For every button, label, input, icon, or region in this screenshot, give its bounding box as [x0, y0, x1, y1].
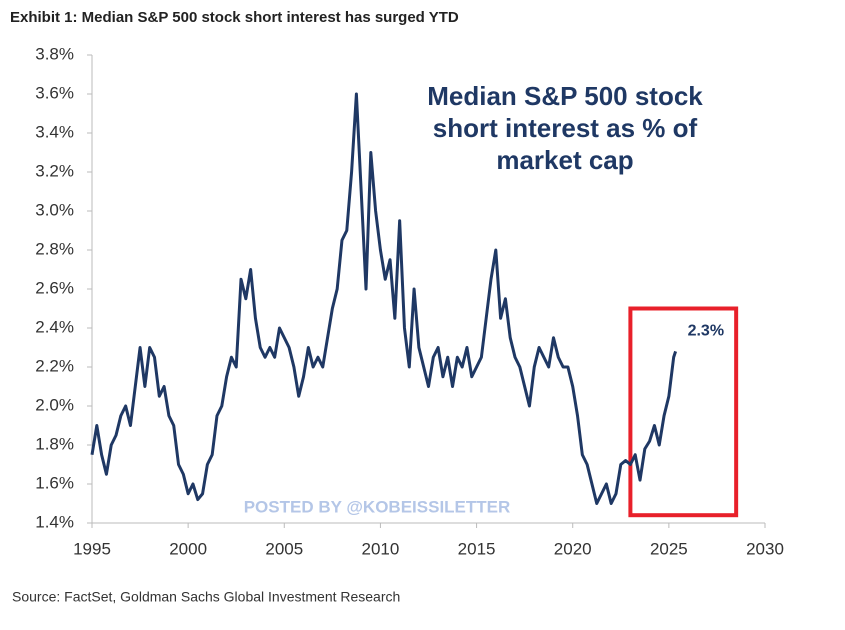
y-tick-label: 1.8%: [35, 434, 74, 453]
y-tick-label: 3.6%: [35, 83, 74, 102]
watermark: POSTED BY @KOBEISSILETTER: [244, 497, 511, 516]
y-tick-label: 1.6%: [35, 473, 74, 492]
x-tick-label: 2015: [458, 539, 496, 558]
line-series: [90, 92, 678, 505]
y-tick-label: 3.2%: [35, 161, 74, 180]
x-tick-label: 2025: [650, 539, 688, 558]
chart-title: Exhibit 1: Median S&P 500 stock short in…: [10, 9, 459, 26]
y-tick-label: 2.0%: [35, 395, 74, 414]
x-tick-label: 2005: [265, 539, 303, 558]
y-tick-label: 2.8%: [35, 239, 74, 258]
y-tick-label: 2.4%: [35, 317, 74, 336]
y-tick-label: 2.2%: [35, 356, 74, 375]
y-tick-label: 2.6%: [35, 278, 74, 297]
x-tick-label: 2010: [362, 539, 400, 558]
x-tick-label: 1995: [73, 539, 111, 558]
y-tick-label: 1.4%: [35, 512, 74, 531]
y-tick-label: 3.4%: [35, 122, 74, 141]
inner-title: market cap: [496, 145, 633, 175]
x-tick-label: 2030: [746, 539, 784, 558]
source: Source: FactSet, Goldman Sachs Global In…: [12, 589, 400, 605]
inner-title: short interest as % of: [433, 113, 698, 143]
annotation: 2.3%: [688, 323, 724, 340]
highlight-box: [628, 306, 739, 518]
y-tick-label: 3.8%: [35, 44, 74, 63]
y-tick-label: 3.0%: [35, 200, 74, 219]
inner-title: Median S&P 500 stock: [427, 81, 703, 111]
x-tick-label: 2020: [554, 539, 592, 558]
x-tick-label: 2000: [169, 539, 207, 558]
